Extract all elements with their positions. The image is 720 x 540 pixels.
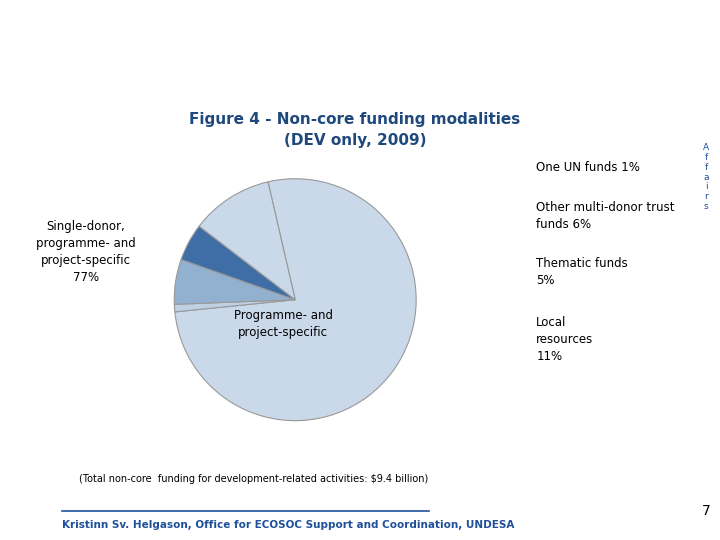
Text: Contributions: Contributions (112, 60, 283, 80)
Text: 7: 7 (702, 504, 711, 518)
Wedge shape (199, 182, 295, 300)
Text: Single-donor,
programme- and
project-specific
77%: Single-donor, programme- and project-spe… (36, 220, 135, 284)
Text: Programme- and
project-specific: Programme- and project-specific (233, 309, 333, 339)
Text: Kristinn Sv. Helgason, Office for ECOSOC Support and Coordination, UNDESA: Kristinn Sv. Helgason, Office for ECOSOC… (63, 519, 515, 530)
Text: Thematic funds
5%: Thematic funds 5% (536, 256, 628, 287)
Text: Other multi-donor trust
funds 6%: Other multi-donor trust funds 6% (536, 201, 675, 231)
Text: One UN funds 1%: One UN funds 1% (536, 161, 640, 174)
Wedge shape (181, 226, 295, 300)
Text: S
o
c
i
a
l: S o c i a l (701, 16, 707, 73)
Text: Local
resources
11%: Local resources 11% (536, 316, 593, 363)
Text: (a): (a) (76, 60, 111, 80)
Text: Economic &: Economic & (616, 25, 673, 35)
Text: Figure 4 - Non-core funding modalities
(DEV only, 2009): Figure 4 - Non-core funding modalities (… (189, 112, 521, 148)
Wedge shape (175, 179, 416, 421)
Text: A
f
f
a
i
r
s: A f f a i r s (703, 144, 709, 211)
Text: (Total non-core  funding for development-related activities: $9.4 billion): (Total non-core funding for development-… (79, 474, 428, 483)
Wedge shape (174, 260, 295, 305)
Wedge shape (174, 300, 295, 312)
